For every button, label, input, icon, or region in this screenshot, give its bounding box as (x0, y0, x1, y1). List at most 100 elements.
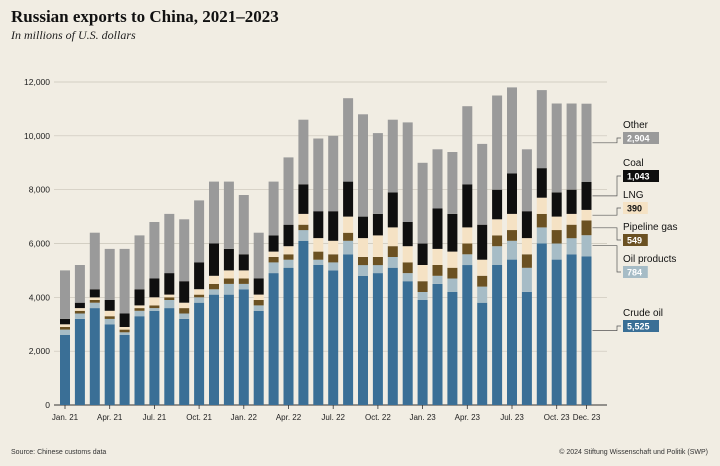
bar-segment: Coal Jun 2022: 1000 (313, 211, 324, 239)
bar-segment: Coal Aug 2021: 800 (164, 273, 175, 295)
bar-segment: Other Aug 2023: 2300 (521, 149, 532, 212)
bar-segment: Oil products Nov 2022: 400 (387, 257, 398, 268)
bar-segment: Oil products Aug 2022: 500 (343, 240, 354, 255)
bar-segment: Crude oil Jul 2021: 3500 (149, 310, 160, 405)
bar-segment: Crude oil Feb 2021: 3200 (74, 318, 85, 405)
x-tick-label: Apr. 21 (97, 413, 123, 422)
x-tick-label: Jan. 21 (52, 413, 79, 422)
bar-segment: LNG Dec 2022: 600 (402, 246, 413, 263)
legend-value-box (623, 170, 659, 182)
bar-segment: Oil products Nov 2023: 600 (566, 238, 577, 255)
bar-segment: Other Oct 2023: 3300 (551, 103, 562, 193)
bar-segment: Oil products Sep 2023: 600 (536, 227, 547, 244)
bar-segment: Pipeline gas May 2022: 200 (298, 224, 309, 231)
bar-segment: LNG Nov 2022: 700 (387, 227, 398, 247)
legend-leader-line (592, 207, 621, 216)
bar-segment: Other Oct 2022: 3000 (372, 133, 383, 214)
bar-segment: Crude oil Jul 2022: 5000 (328, 270, 339, 405)
bar-segment: Crude oil Dec 2021: 4100 (223, 294, 234, 405)
bar-segment: Other Aug 2021: 2200 (164, 213, 175, 274)
legend-label: Coal (623, 158, 644, 169)
legend-leader-line (592, 227, 621, 241)
bar-segment: Crude oil Mar 2022: 4900 (268, 273, 279, 405)
bar-segment: Crude oil May 2023: 3800 (477, 302, 488, 405)
bar-segment: LNG Aug 2022: 600 (343, 216, 354, 233)
bar-segment: Crude oil Apr 2023: 5200 (462, 265, 473, 405)
bar-segment: Oil products Feb 2023: 300 (432, 275, 443, 284)
bar-segment: Crude oil Nov 2021: 4100 (209, 294, 219, 405)
bar-segment: Oil products Jul 2023: 700 (507, 240, 517, 260)
x-tick-label: Jul. 23 (500, 413, 524, 422)
bar-segment: LNG Mar 2023: 600 (447, 251, 458, 268)
bar-segment: Other Mar 2022: 2000 (268, 181, 279, 236)
x-tick-label: Jul. 21 (143, 413, 167, 422)
bar-segment: LNG Mar 2021: 100 (89, 297, 100, 300)
bar-segment: Pipeline gas Jan 2021: 100 (60, 326, 70, 330)
bar-segment: LNG May 2023: 600 (477, 259, 488, 276)
bar-segment: Pipeline gas Apr 2023: 400 (462, 243, 473, 255)
bar-segment: Crude oil Aug 2022: 5600 (343, 254, 354, 405)
legend-value-box (623, 320, 659, 332)
bar-segment: LNG Apr 2022: 300 (283, 246, 294, 255)
bar-segment: Other Jul 2021: 2100 (149, 222, 160, 279)
bar-segment: Oil products Oct 2023: 600 (551, 243, 562, 260)
bar-segment: Other Nov 2022: 2700 (387, 119, 398, 193)
bar-segment: Other Sep 2021: 2300 (179, 219, 190, 282)
bar-segment: Crude oil Jan 2023: 3900 (417, 300, 428, 405)
bar-segment: LNG May 2021: 100 (119, 326, 130, 330)
bar-segment: Pipeline gas Dec 2021: 200 (223, 278, 234, 284)
bar-segment: Pipeline gas Oct 2023: 500 (551, 230, 562, 244)
bar-segment: Coal Mar 2023: 1400 (447, 213, 458, 252)
y-tick-label: 12,000 (24, 77, 50, 87)
bar-segment: Pipeline gas Dec 2022: 400 (402, 262, 413, 274)
bar-segment: Pipeline gas Jan 2022: 200 (238, 278, 249, 284)
bar-segment: Coal Jan 2023: 800 (417, 243, 428, 265)
bar-segment: Pipeline gas Jan 2023: 400 (417, 281, 428, 292)
bar-segment: Other Apr 2022: 2500 (283, 157, 294, 225)
bar-segment: Oil products Mar 2022: 400 (268, 262, 279, 274)
bar-segment: Coal Nov 2022: 1300 (387, 192, 398, 228)
bar-segment: Other Oct 2021: 2300 (194, 200, 205, 263)
bar-segment: Other Jan 2022: 2200 (238, 195, 249, 255)
bar-segment: LNG Oct 2022: 800 (372, 235, 383, 257)
bar-segment: Oil products Sep 2022: 400 (358, 265, 368, 276)
bar-segment: Coal Oct 2023: 900 (551, 192, 562, 217)
x-tick-label: Jul. 22 (321, 413, 345, 422)
bar-segment: Oil products Sep 2021: 200 (179, 313, 190, 319)
legend-label: Pipeline gas (623, 222, 677, 233)
bar-segment: LNG Aug 2023: 600 (521, 238, 532, 255)
legend-value: 784 (627, 268, 642, 278)
y-tick-label: 6,000 (29, 239, 51, 249)
bar-segment: LNG Sep 2021: 200 (179, 302, 190, 309)
bar-segment: LNG Feb 2023: 600 (432, 248, 443, 265)
bar-segment: Crude oil Jan 2021: 2600 (60, 335, 70, 405)
legend-label: Crude oil (623, 308, 663, 319)
x-tick-label: Oct. 22 (365, 413, 391, 422)
bar-segment: Coal Dec 2022: 900 (402, 222, 413, 247)
bar-segment: Pipeline gas Mar 2021: 100 (89, 300, 100, 303)
bar-segment: Other May 2023: 3000 (477, 143, 488, 225)
legend-leader-line (592, 245, 621, 273)
bar-segment: Coal Feb 2021: 200 (74, 302, 85, 309)
bar-segment: Coal Sep 2023: 1100 (536, 168, 547, 198)
legend-value-box (623, 132, 659, 144)
bar-segment: Pipeline gas Feb 2023: 400 (432, 265, 443, 276)
bar-segment: Pipeline gas May 2023: 400 (477, 275, 488, 287)
bar-segment: Coal Feb 2022: 600 (253, 278, 264, 295)
legend-label: Other (623, 120, 649, 131)
x-tick-label: Apr. 22 (276, 413, 302, 422)
y-tick-label: 8,000 (29, 185, 51, 195)
bar-segment: Crude oil Jan 2022: 4300 (238, 289, 249, 405)
bar-segment: Oil products May 2021: 100 (119, 332, 130, 335)
bar-segment: Oil products May 2022: 400 (298, 230, 309, 241)
bar-segment: LNG Sep 2022: 700 (358, 238, 368, 257)
bar-segment: LNG Aug 2021: 100 (164, 294, 175, 298)
y-tick-label: 2,000 (29, 346, 51, 356)
bar-segment: Pipeline gas Oct 2022: 300 (372, 257, 383, 266)
bar-segment: Oil products May 2023: 600 (477, 286, 488, 303)
bar-segment: Coal May 2023: 1300 (477, 224, 488, 260)
bar-segment: Coal Dec 2021: 800 (223, 248, 234, 271)
bar-segment: Coal Jun 2023: 1100 (492, 189, 503, 220)
bar-segment: Coal Mar 2022: 600 (268, 235, 279, 252)
bar-segment: Coal Nov 2023: 900 (566, 189, 577, 214)
